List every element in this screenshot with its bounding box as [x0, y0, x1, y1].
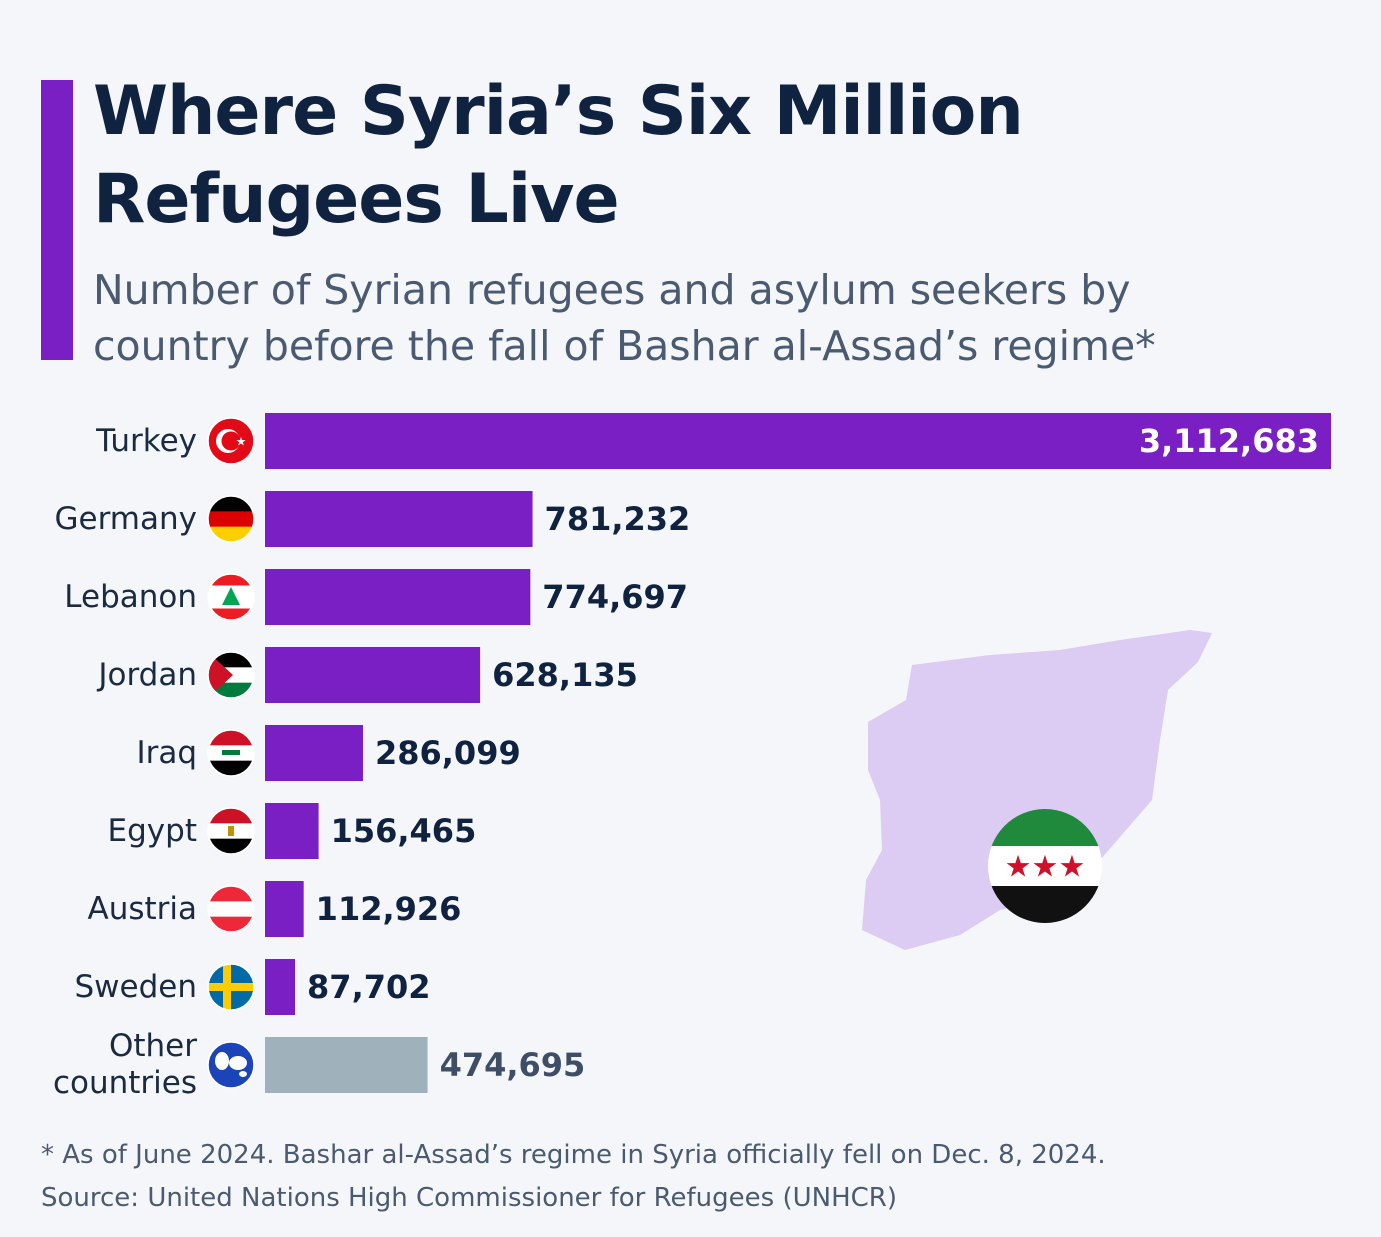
flag-part	[208, 901, 254, 918]
category-label: Turkey	[96, 422, 197, 459]
flag-icon	[208, 964, 254, 1010]
flag-outline	[207, 495, 255, 543]
flag-outline	[207, 651, 255, 699]
flag-part	[221, 431, 241, 451]
bar	[265, 725, 363, 781]
flag-part	[208, 608, 254, 620]
flag-part	[215, 1052, 229, 1070]
category-label: Iraq	[136, 734, 197, 771]
flag-outline	[207, 807, 255, 855]
flag-outline	[207, 885, 255, 933]
flag-part	[229, 1056, 247, 1070]
value-label: 112,926	[316, 890, 462, 928]
footnote: * As of June 2024. Bashar al-Assad’s reg…	[41, 1140, 1106, 1170]
accent-bar	[41, 80, 73, 360]
flag-part	[208, 496, 254, 512]
flag-part	[208, 730, 254, 746]
flag-part	[208, 652, 233, 698]
flag-part	[223, 964, 231, 1010]
flag-outline	[207, 417, 255, 465]
bar	[265, 647, 481, 703]
chart-title: Where Syria’s Six Million Refugees Live	[93, 72, 1024, 239]
flag-outline	[207, 963, 255, 1011]
value-label: 3,112,683	[1139, 422, 1319, 460]
bar	[265, 959, 296, 1015]
flag-icon	[208, 1042, 254, 1088]
source: Source: United Nations High Commissioner…	[41, 1183, 898, 1213]
flag-part	[208, 886, 254, 902]
flag-icon: ★	[208, 418, 254, 464]
value-label: 474,695	[440, 1046, 586, 1084]
flag-part: ★	[236, 435, 247, 449]
flag-part	[208, 511, 254, 528]
category-label: Jordan	[98, 656, 197, 693]
flag-part	[208, 808, 254, 824]
bar	[265, 803, 319, 859]
bar	[265, 413, 1331, 469]
flag-part	[239, 1071, 247, 1077]
bar	[265, 881, 304, 937]
category-label: Germany	[54, 500, 197, 537]
value-label: 286,099	[375, 734, 521, 772]
chart-subtitle: Number of Syrian refugees and asylum see…	[93, 266, 1156, 370]
flag-icon	[208, 496, 254, 542]
value-label: 628,135	[492, 656, 638, 694]
flag-outline	[207, 573, 255, 621]
category-label: Lebanon	[64, 578, 197, 615]
category-label: Egypt	[107, 812, 197, 849]
flag-part	[228, 826, 234, 836]
category-label: Other countries	[52, 1028, 197, 1101]
category-label: Sweden	[74, 968, 197, 1005]
flag-part	[222, 587, 240, 605]
bar	[265, 1037, 428, 1093]
value-label: 156,465	[331, 812, 477, 850]
value-label: 781,232	[545, 500, 691, 538]
flag-outline	[207, 1041, 255, 1089]
flag-part	[222, 750, 240, 755]
flag-outline	[207, 729, 255, 777]
category-label: Austria	[87, 890, 197, 927]
bar	[265, 491, 533, 547]
value-label: 87,702	[307, 968, 430, 1006]
value-label: 774,697	[542, 578, 688, 616]
svg-text:★★★: ★★★	[1005, 850, 1086, 885]
bar	[265, 569, 531, 625]
syria-map	[862, 630, 1212, 950]
